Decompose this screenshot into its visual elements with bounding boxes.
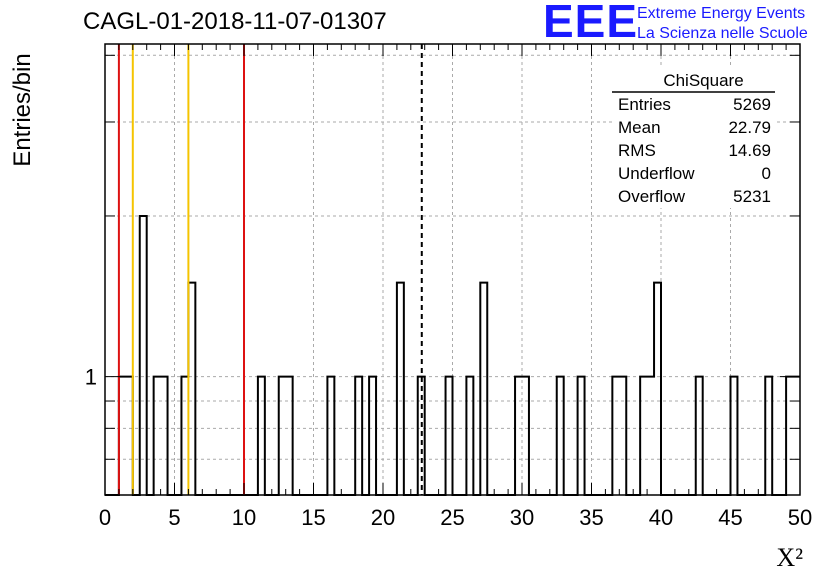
x-tick-label: 50 bbox=[788, 505, 812, 530]
histogram-bin bbox=[654, 283, 661, 495]
x-axis-label: X² bbox=[776, 543, 803, 572]
histogram-bin bbox=[258, 377, 265, 495]
stats-label: Mean bbox=[618, 118, 661, 137]
histogram-bin bbox=[612, 377, 619, 495]
histogram-bin bbox=[286, 377, 293, 495]
stats-label: Overflow bbox=[618, 187, 686, 206]
histogram-bin bbox=[327, 377, 334, 495]
histogram-bin bbox=[466, 377, 473, 495]
histogram-bin bbox=[731, 377, 738, 495]
histogram-bin bbox=[793, 377, 800, 495]
x-tick-label: 45 bbox=[718, 505, 742, 530]
histogram-bin bbox=[279, 377, 286, 495]
eee-logo: EEE bbox=[543, 0, 639, 47]
stats-label: RMS bbox=[618, 141, 656, 160]
histogram-outline bbox=[105, 214, 800, 496]
logo-line-2: La Scienza nelle Scuole bbox=[637, 25, 808, 42]
x-tick-label: 35 bbox=[579, 505, 603, 530]
x-tick-label: 25 bbox=[440, 505, 464, 530]
histogram-bin bbox=[181, 377, 188, 495]
histogram-bin bbox=[696, 377, 703, 495]
x-tick-label: 10 bbox=[232, 505, 256, 530]
histogram-bin bbox=[640, 377, 647, 495]
histogram-bin bbox=[188, 283, 195, 495]
histogram-bin bbox=[355, 377, 362, 495]
y-tick-label: 1 bbox=[85, 365, 97, 390]
x-tick-label: 30 bbox=[510, 505, 534, 530]
histogram-bin bbox=[557, 377, 564, 495]
x-tick-label: 20 bbox=[371, 505, 395, 530]
stats-value: 5231 bbox=[733, 187, 771, 206]
logo-line-1: Extreme Energy Events bbox=[637, 5, 806, 22]
histogram-bin bbox=[119, 377, 126, 495]
histogram-bin bbox=[397, 283, 404, 495]
histogram-bin bbox=[154, 377, 161, 495]
histogram-bin bbox=[161, 377, 168, 495]
x-tick-label: 5 bbox=[168, 505, 180, 530]
histogram-bin bbox=[369, 377, 376, 495]
y-axis-label: Entries/bin bbox=[9, 53, 36, 166]
stats-value: 14.69 bbox=[728, 141, 771, 160]
x-tick-label: 0 bbox=[99, 505, 111, 530]
x-tick-label: 15 bbox=[301, 505, 325, 530]
histogram-bin bbox=[578, 377, 585, 495]
stats-value: 5269 bbox=[733, 95, 771, 114]
histogram-bin bbox=[522, 377, 529, 495]
histogram-bin bbox=[126, 377, 133, 495]
histogram-bin bbox=[647, 377, 654, 495]
histogram-bin bbox=[140, 216, 147, 495]
histogram-bin bbox=[480, 283, 487, 495]
histogram-bin bbox=[765, 377, 772, 495]
histogram-bin bbox=[446, 377, 453, 495]
histogram-bin bbox=[515, 377, 522, 495]
stats-label: Underflow bbox=[618, 164, 695, 183]
stats-value: 0 bbox=[762, 164, 771, 183]
histogram-bin bbox=[619, 377, 626, 495]
stats-label: Entries bbox=[618, 95, 671, 114]
stats-value: 22.79 bbox=[728, 118, 771, 137]
stats-title: ChiSquare bbox=[663, 71, 743, 90]
x-tick-label: 40 bbox=[649, 505, 673, 530]
chart-title: CAGL-01-2018-11-07-01307 bbox=[83, 8, 387, 35]
histogram-bin bbox=[786, 377, 793, 495]
